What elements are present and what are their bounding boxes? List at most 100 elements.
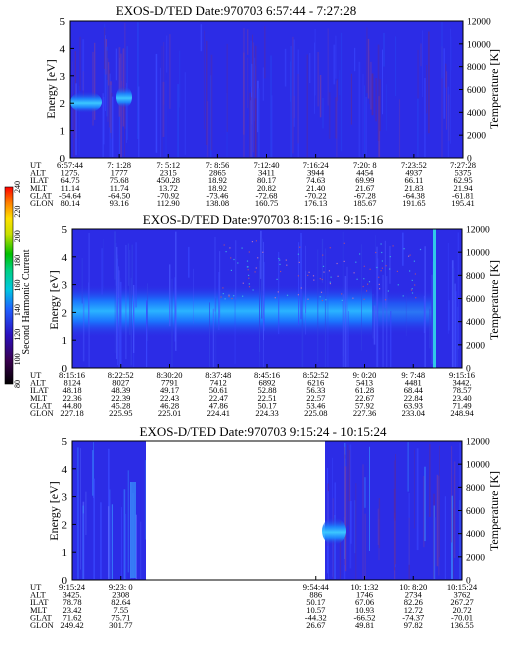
cell-ilat: 50.61: [209, 385, 228, 395]
cell-ut: 8:37:48: [205, 370, 231, 380]
noise-streak: [271, 95, 273, 157]
noise-streak: [252, 34, 253, 111]
panel-3-title: EXOS-D/TED Date:970703 9:15:24 - 10:15:2…: [140, 424, 387, 439]
noise-streak: [247, 57, 249, 108]
y2-tick-label: 0: [466, 577, 471, 587]
noise-streak: [210, 75, 212, 157]
noise-streak: [335, 97, 337, 139]
scatter-dot: [409, 270, 411, 272]
noise-streak: [322, 98, 324, 129]
noise-streak: [80, 448, 81, 570]
panel-1-streaks: [72, 22, 452, 158]
noise-streak: [358, 61, 361, 157]
cell-glon: 301.77: [109, 620, 132, 630]
cell-glon: 224.33: [255, 408, 278, 418]
colorbar-ticks: 240 220 200 180 160 140 120 100 80: [13, 181, 22, 388]
y2-tick-label: 0: [466, 365, 471, 375]
noise-streak: [177, 84, 179, 157]
noise-streak: [118, 266, 119, 298]
noise-streak: [206, 101, 209, 157]
noise-streak: [243, 28, 245, 157]
cell-ut: 7:12:40: [254, 160, 280, 170]
noise-streak: [445, 63, 447, 88]
noise-streak: [384, 240, 386, 309]
noise-streak: [354, 47, 356, 72]
scatter-dot: [378, 283, 380, 285]
cell-glon: 160.75: [255, 198, 278, 208]
noise-streak: [106, 50, 108, 80]
noise-streak: [250, 40, 252, 87]
cell-glon: 49.81: [355, 620, 374, 630]
noise-streak: [456, 306, 459, 367]
noise-streak: [441, 46, 443, 157]
noise-streak: [235, 240, 237, 300]
cell-ilat: 62.95: [453, 175, 472, 185]
row-label-glon: GLON: [30, 198, 54, 208]
noise-streak: [327, 28, 329, 106]
scatter-dot: [380, 243, 382, 245]
noise-streak: [123, 489, 126, 579]
cell-mlt: 11.74: [110, 183, 130, 193]
cell-mlt: 21.40: [306, 183, 325, 193]
noise-streak: [317, 249, 319, 363]
cell-glon: 185.67: [353, 198, 376, 208]
scatter-dot: [343, 260, 345, 262]
noise-streak: [117, 258, 118, 366]
noise-streak: [372, 293, 374, 339]
scatter-dot: [297, 275, 299, 277]
noise-streak: [200, 24, 203, 52]
scatter-dot: [252, 289, 254, 291]
cell-alt: 4481: [405, 378, 422, 388]
panel-3-y2label: Temperature [K]: [487, 471, 501, 551]
cell-mlt: 13.72: [159, 183, 178, 193]
noise-streak: [408, 492, 410, 565]
y-tick-label: 5: [60, 16, 66, 28]
panel-2-vertical-line: [433, 229, 436, 368]
scatter-dot: [248, 283, 250, 285]
y2-tick-label: 10000: [466, 249, 490, 259]
scatter-dot: [329, 281, 331, 283]
panel-1-orbit-table: UTALTILATMLTGLATGLON6:57:441275.64.7511.…: [30, 154, 476, 208]
scatter-dot: [285, 259, 287, 261]
panel-1-title: EXOS-D/TED Date:970703 6:57:44 - 7:27:28: [116, 3, 356, 18]
noise-streak: [257, 88, 260, 157]
scatter-dot: [230, 257, 232, 259]
cell-ut: 7:16:24: [303, 160, 330, 170]
scatter-dot: [408, 255, 410, 257]
noise-streak: [382, 274, 384, 367]
y2-tick-label: 8000: [466, 272, 485, 282]
noise-streak: [234, 289, 236, 364]
noise-streak: [126, 82, 127, 143]
cell-ut: 8:45:16: [254, 370, 280, 380]
scatter-dot: [248, 274, 250, 276]
noise-streak: [447, 86, 449, 157]
noise-streak: [364, 513, 366, 579]
noise-streak: [115, 48, 117, 81]
cell-mlt: 22.57: [306, 393, 325, 403]
noise-streak: [344, 276, 347, 367]
scatter-dot: [248, 251, 250, 253]
noise-streak: [346, 266, 348, 367]
noise-streak: [252, 42, 254, 153]
noise-streak: [454, 461, 456, 558]
noise-streak: [293, 39, 295, 127]
noise-streak: [290, 45, 292, 157]
cell-ilat: 82.26: [404, 597, 423, 607]
noise-streak: [165, 80, 167, 157]
noise-streak: [81, 257, 83, 304]
noise-streak: [366, 27, 368, 94]
noise-streak: [88, 232, 90, 367]
cell-glat: -44.32: [305, 612, 327, 622]
cell-mlt: 18.92: [208, 183, 227, 193]
y-tick-label: 5: [62, 224, 68, 236]
noise-streak: [443, 48, 445, 119]
noise-streak: [385, 84, 387, 131]
noise-streak: [161, 46, 163, 157]
noise-streak: [129, 250, 131, 335]
noise-streak: [369, 50, 370, 105]
scatter-dot: [222, 287, 224, 289]
scatter-dot: [255, 267, 257, 269]
scatter-dot: [366, 290, 368, 292]
scatter-dot: [341, 299, 343, 301]
row-label-ut: UT: [30, 370, 42, 380]
